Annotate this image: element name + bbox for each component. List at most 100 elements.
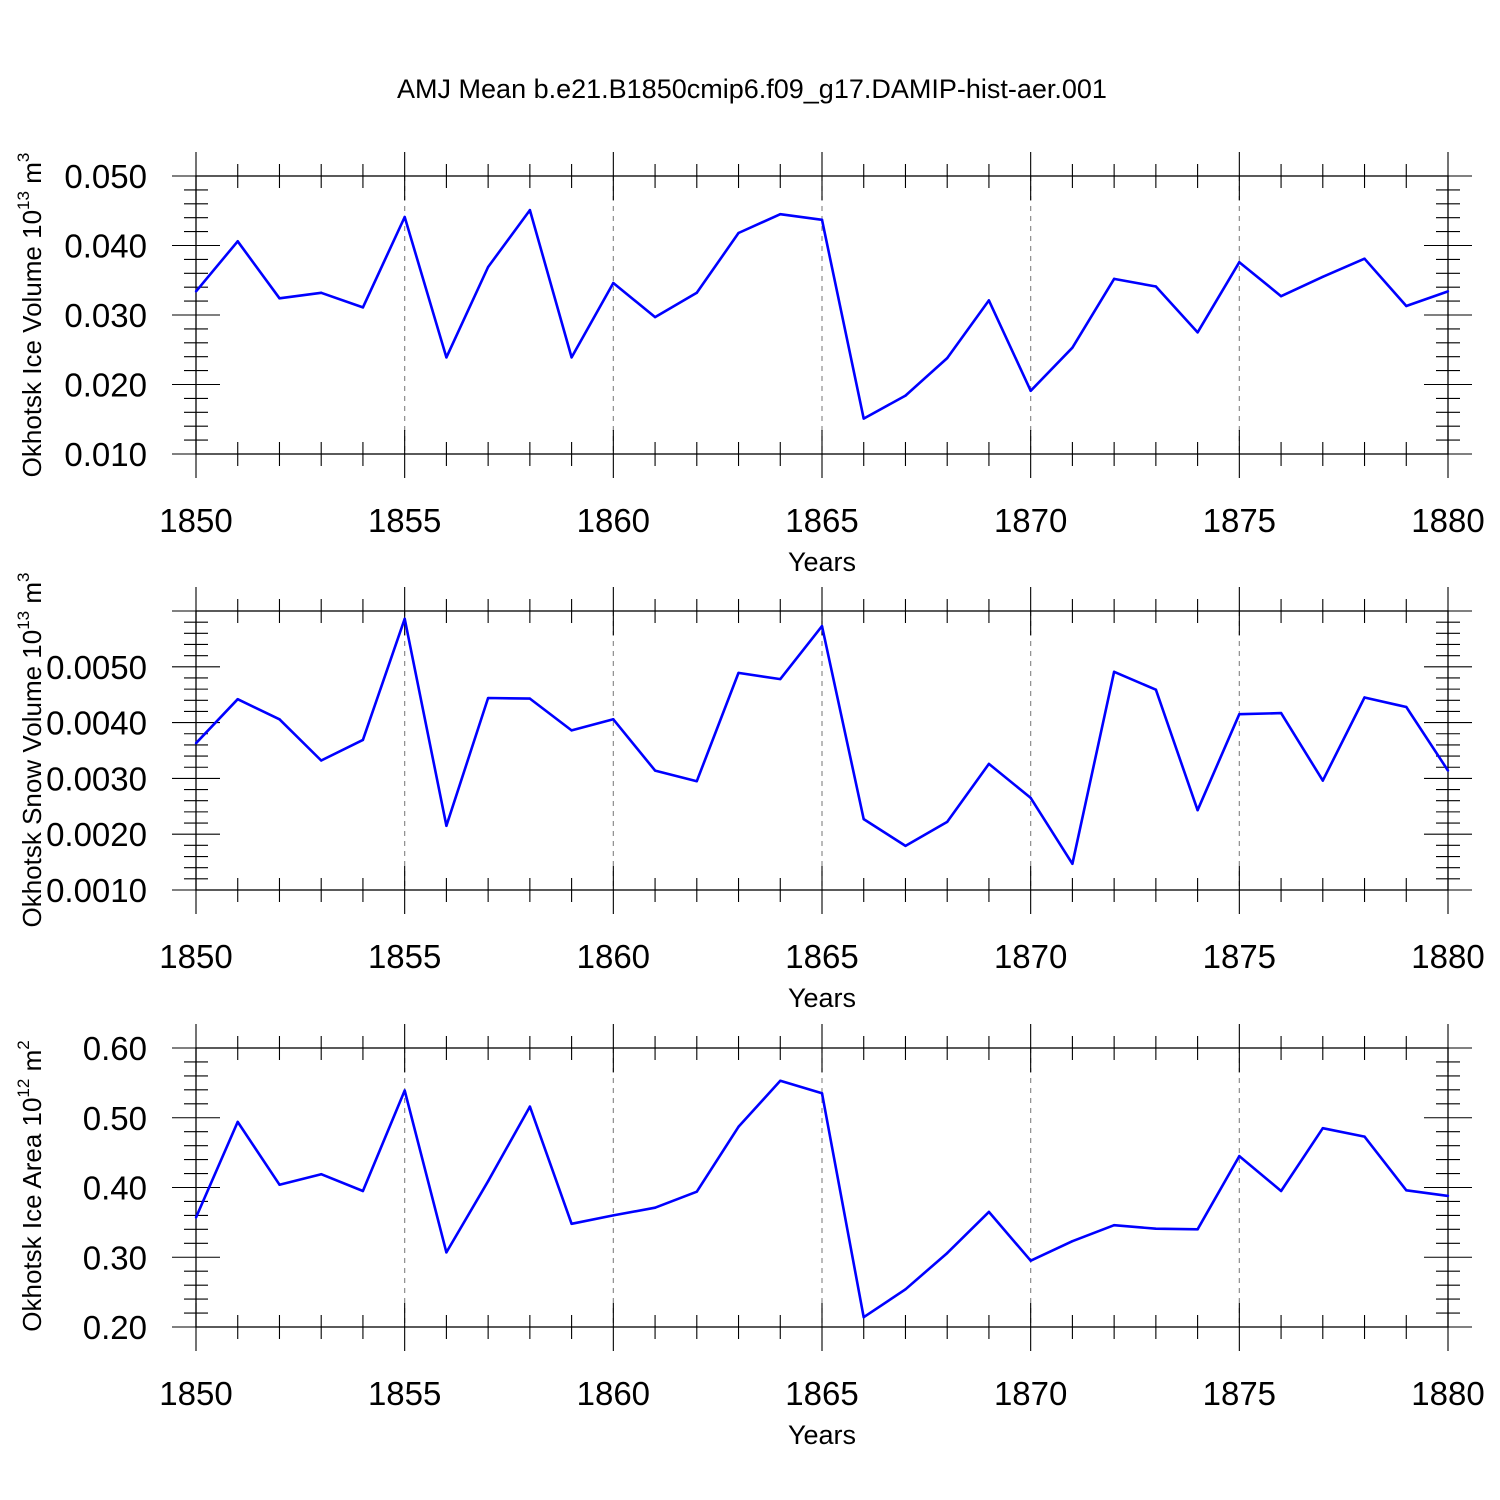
x-tick-label: 1860 <box>577 502 650 539</box>
x-tick-label: 1865 <box>785 1375 858 1412</box>
data-point <box>236 240 239 243</box>
data-point <box>403 1089 406 1092</box>
x-tick-label: 1850 <box>159 502 232 539</box>
data-point <box>236 697 239 701</box>
x-tick-label: 1865 <box>785 938 858 975</box>
data-point <box>403 617 406 621</box>
panel-2: 1850 1855 1860 1865 1870 1875 1880 0.0010 0.0020… <box>14 573 1485 1014</box>
data-point <box>278 297 281 300</box>
x-tick-label: 1850 <box>159 938 232 975</box>
data-point <box>612 281 615 285</box>
data-point <box>1363 696 1366 699</box>
x-tick-label: 1875 <box>1203 938 1276 975</box>
data-point <box>904 394 907 397</box>
x-axis-label: Years <box>788 983 856 1013</box>
data-point <box>570 356 573 359</box>
data-point <box>1446 1194 1450 1198</box>
tick-marks <box>172 152 1472 478</box>
y-tick-label: 0.0040 <box>46 705 147 742</box>
x-tick-label: 1875 <box>1203 1375 1276 1412</box>
data-point <box>1196 331 1199 334</box>
data-point <box>1071 862 1074 865</box>
data-point <box>1112 277 1116 281</box>
data-point <box>1446 290 1450 293</box>
data-point <box>320 759 323 762</box>
data-point <box>528 697 532 700</box>
data-point <box>737 1125 740 1129</box>
data-point <box>1029 389 1032 392</box>
y-axis-label: Okhotsk Ice Volume 1013 m3 <box>14 153 47 478</box>
data-point <box>1196 1228 1199 1231</box>
y-tick-label: 0.010 <box>64 436 147 473</box>
data-point <box>653 315 657 319</box>
data-point <box>445 824 448 828</box>
data-point <box>1154 285 1158 288</box>
data-point <box>403 215 406 219</box>
data-point <box>653 769 657 772</box>
data-point <box>862 1316 865 1319</box>
data-point <box>1279 295 1283 298</box>
data-point <box>1405 1189 1408 1192</box>
panel-1: 1850 1855 1860 1865 1870 1875 1880 0.010 0.020 0.… <box>14 152 1485 577</box>
data-point <box>486 696 490 700</box>
data-point <box>1071 346 1074 349</box>
data-point <box>987 1210 991 1214</box>
data-point <box>737 231 740 235</box>
x-tick-label: 1865 <box>785 502 858 539</box>
data-point <box>779 677 782 681</box>
data-point <box>570 729 573 732</box>
data-point <box>1154 1227 1158 1230</box>
y-tick-label: 0.20 <box>83 1309 147 1346</box>
panels: 1850 1855 1860 1865 1870 1875 1880 0.010 0.020 0.… <box>14 152 1485 1450</box>
data-point <box>1112 1223 1116 1227</box>
y-tick-label: 0.020 <box>64 367 147 404</box>
data-point <box>1405 705 1408 709</box>
data-point <box>1363 257 1366 260</box>
data-point <box>1238 713 1241 716</box>
data-point <box>320 1173 323 1176</box>
data-point <box>904 1288 907 1291</box>
data-point <box>1112 670 1116 674</box>
data-point <box>695 779 698 783</box>
data-point <box>695 291 698 294</box>
data-point <box>1029 796 1032 800</box>
data-point <box>361 1189 365 1193</box>
data-point <box>862 817 865 821</box>
data-point <box>987 762 991 766</box>
data-point <box>1279 1189 1283 1193</box>
data-point <box>194 742 198 745</box>
y-tick-label: 0.0010 <box>46 872 147 909</box>
x-tick-label: 1855 <box>368 502 441 539</box>
data-point <box>528 1105 532 1108</box>
x-tick-label: 1880 <box>1411 938 1484 975</box>
data-point <box>1154 688 1158 691</box>
data-point <box>528 208 532 212</box>
data-point <box>278 718 281 721</box>
data-point <box>570 1222 573 1225</box>
data-point <box>361 738 365 742</box>
x-tick-label: 1870 <box>994 1375 1067 1412</box>
data-point <box>1321 275 1325 278</box>
data-point <box>194 290 198 293</box>
data-point <box>779 213 782 216</box>
data-point <box>987 299 991 302</box>
data-point <box>820 624 824 628</box>
data-point <box>486 1180 490 1183</box>
panel-3: 1850 1855 1860 1865 1870 1875 1880 0.20 0.30 0.40… <box>14 1024 1485 1450</box>
x-axis-label: Years <box>788 1420 856 1450</box>
data-point <box>1238 260 1241 264</box>
data-point <box>820 1092 824 1095</box>
data-point <box>1279 711 1283 715</box>
data-point <box>486 265 490 269</box>
y-tick-label: 0.0030 <box>46 760 147 797</box>
y-tick-label: 0.040 <box>64 228 147 265</box>
data-point <box>653 1206 657 1209</box>
data-point <box>1029 1259 1032 1262</box>
tick-marks <box>172 1024 1472 1351</box>
data-point <box>1405 304 1408 308</box>
data-point <box>1238 1154 1241 1158</box>
y-tick-label: 0.30 <box>83 1239 147 1276</box>
y-tick-label: 0.60 <box>83 1030 147 1067</box>
data-point <box>904 844 907 848</box>
